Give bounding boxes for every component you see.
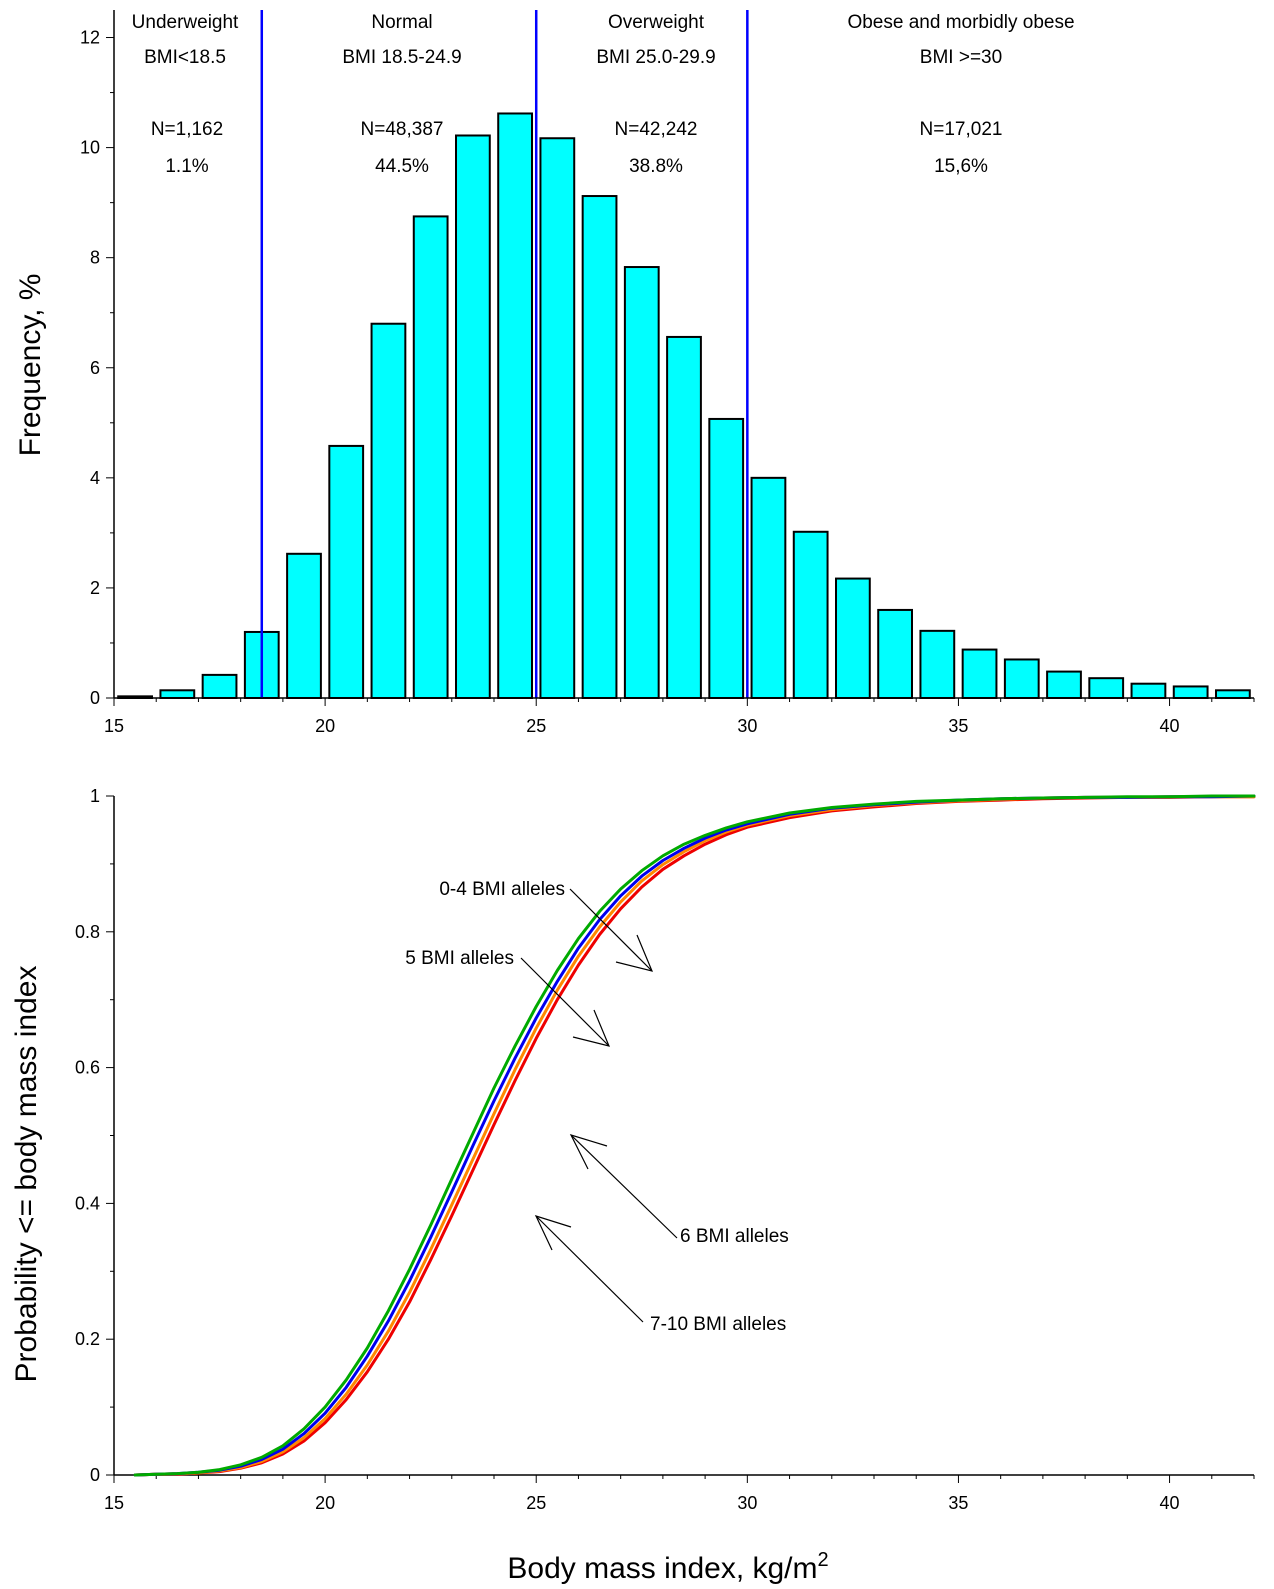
category-range-normal: BMI 18.5-24.9: [342, 47, 461, 68]
cdf-series-line: [133, 794, 1256, 1477]
cdf-y-tick-label: 0.8: [75, 922, 100, 942]
histogram-panel: 15 20 25 30 35 40 0 2 4 6 8 10 12 Underweight BMI<18…: [14, 10, 1255, 736]
histogram-bar: [286, 552, 322, 700]
series-label-6-alleles: 6 BMI alleles: [680, 1226, 789, 1247]
histogram-bar: [666, 335, 702, 699]
histogram-bar: [497, 112, 534, 699]
cdf-y-tick-label: 0.4: [75, 1193, 100, 1213]
cdf-y-axis-title: Probability <= body mass index: [10, 966, 43, 1383]
category-range-obese: BMI >=30: [920, 47, 1002, 68]
category-percent-normal: 44.5%: [375, 156, 429, 177]
category-percent-obese: 15,6%: [934, 156, 988, 177]
histogram-bar: [1003, 658, 1040, 699]
histogram-x-tick-label: 15: [104, 716, 124, 736]
histogram-bars: [117, 112, 1251, 700]
cdf-series-line: [133, 795, 1256, 1477]
annotation-arrowhead-5-alleles: [572, 1009, 611, 1047]
cdf-y-tick-label: 0: [90, 1465, 100, 1485]
histogram-y-tick-label: 10: [80, 138, 100, 158]
cdf-y-tick-label: 1: [90, 786, 100, 806]
histogram-axes: 15 20 25 30 35 40 0 2 4 6 8 10 12: [80, 10, 1255, 736]
cutoff-lines: [260, 10, 749, 698]
histogram-bar: [835, 577, 871, 699]
histogram-bar: [961, 648, 998, 700]
cdf-series-line: [133, 794, 1256, 1477]
histogram-bar: [328, 444, 365, 700]
annotation-arrowhead-6-alleles: [569, 1134, 608, 1170]
histogram-y-axis-title: Frequency, %: [14, 274, 47, 457]
category-labels: Underweight BMI<18.5 N=1,162 1.1% Normal…: [132, 12, 1075, 177]
cdf-x-tick-label: 25: [526, 1493, 546, 1513]
histogram-x-tick-label: 35: [948, 716, 968, 736]
series-annotations: 0-4 BMI alleles 5 BMI alleles 6 BMI alle…: [405, 879, 789, 1335]
histogram-bar: [1215, 689, 1251, 699]
cdf-x-tick-label: 40: [1160, 1493, 1180, 1513]
histogram-bar: [623, 266, 660, 699]
histogram-bar: [1130, 682, 1167, 699]
histogram-x-tick-label: 30: [737, 716, 757, 736]
histogram-y-tick-label: 4: [90, 468, 100, 488]
category-count-underweight: N=1,162: [151, 119, 223, 140]
histogram-bar: [581, 195, 618, 700]
histogram-bar: [750, 476, 787, 699]
histogram-x-tick-label: 25: [526, 716, 546, 736]
category-name-underweight: Underweight: [132, 12, 239, 33]
category-name-normal: Normal: [371, 12, 432, 33]
category-percent-underweight: 1.1%: [165, 156, 208, 177]
category-percent-overweight: 38.8%: [629, 156, 683, 177]
category-range-overweight: BMI 25.0-29.9: [596, 47, 715, 68]
histogram-bar: [1172, 685, 1209, 699]
cdf-x-tick-label: 30: [737, 1493, 757, 1513]
cdf-x-tick-label: 35: [948, 1493, 968, 1513]
histogram-bar: [159, 689, 196, 699]
histogram-y-tick-label: 12: [80, 28, 100, 48]
cdf-series-line: [133, 795, 1256, 1477]
category-name-overweight: Overweight: [608, 12, 705, 33]
annotation-arrow-0-4-alleles: [569, 888, 653, 972]
histogram-x-tick-label: 20: [315, 716, 335, 736]
cdf-y-tick-label: 0.2: [75, 1329, 100, 1349]
category-count-obese: N=17,021: [920, 119, 1003, 140]
series-label-5-alleles: 5 BMI alleles: [405, 948, 514, 969]
histogram-bar: [455, 134, 491, 699]
annotation-arrow-6-alleles: [570, 1134, 678, 1239]
series-label-7-10-alleles: 7-10 BMI alleles: [650, 1314, 786, 1335]
cdf-axes: 15 20 25 30 35 40 0 0.2 0.4 0.6 0.8 1: [75, 786, 1255, 1513]
x-axis-title-main: Body mass index, kg/m: [507, 1552, 817, 1585]
annotation-arrow-5-alleles: [520, 957, 610, 1047]
histogram-bar: [877, 608, 914, 699]
cdf-x-tick-label: 20: [315, 1493, 335, 1513]
histogram-bar: [792, 530, 829, 699]
histogram-bar: [1088, 677, 1125, 700]
annotation-arrow-7-10-alleles: [535, 1215, 644, 1323]
histogram-bar: [201, 673, 238, 699]
cdf-lines: [133, 794, 1256, 1477]
histogram-y-tick-label: 2: [90, 578, 100, 598]
histogram-bar: [539, 137, 576, 699]
histogram-y-tick-label: 0: [90, 688, 100, 708]
histogram-bar: [919, 629, 956, 699]
histogram-y-tick-label: 6: [90, 358, 100, 378]
histogram-x-tick-label: 40: [1160, 716, 1180, 736]
category-count-normal: N=48,387: [361, 119, 444, 140]
histogram-bar: [370, 322, 407, 699]
cdf-panel: 15 20 25 30 35 40 0 0.2 0.4 0.6 0.8 1 0-4 BMI allel…: [10, 786, 1256, 1585]
annotation-arrowhead-7-10-alleles: [534, 1215, 572, 1251]
histogram-bar: [708, 417, 745, 699]
x-axis-title-superscript: 2: [818, 1549, 829, 1571]
category-name-obese: Obese and morbidly obese: [847, 12, 1074, 33]
category-count-overweight: N=42,242: [615, 119, 698, 140]
series-label-0-4-alleles: 0-4 BMI alleles: [439, 879, 565, 900]
category-range-underweight: BMI<18.5: [144, 47, 226, 68]
histogram-bar: [1046, 670, 1082, 700]
annotation-arrowhead-0-4-alleles: [615, 934, 654, 972]
histogram-y-tick-label: 8: [90, 248, 100, 268]
cdf-x-tick-label: 15: [104, 1493, 124, 1513]
histogram-bar: [412, 215, 449, 699]
x-axis-title: Body mass index, kg/m2: [507, 1549, 828, 1585]
cdf-y-tick-label: 0.6: [75, 1058, 100, 1078]
